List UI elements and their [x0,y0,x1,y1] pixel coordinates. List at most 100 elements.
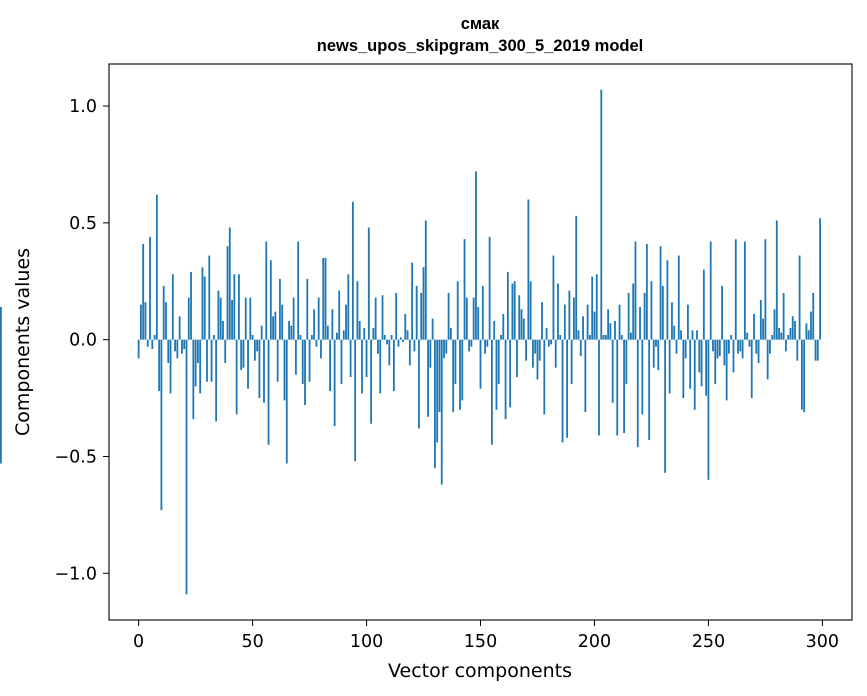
bar [794,320,796,340]
bar [643,292,646,340]
bar [577,330,580,340]
bar [714,339,717,385]
bar [753,313,755,340]
bar [470,339,473,347]
bar [351,201,354,340]
bar [488,236,491,340]
bar [691,330,694,340]
bar [310,334,313,340]
bar [370,339,373,424]
bar [773,309,776,340]
bar [192,339,195,420]
bar [575,215,578,340]
bar [181,339,183,354]
bar [190,271,192,340]
bar [632,283,635,340]
x-tick-label: 50 [241,632,263,652]
bar [497,339,500,385]
bar [509,339,512,408]
bar [231,299,233,340]
bar [306,278,309,340]
bar [607,309,610,340]
bar [187,297,190,340]
bar [557,283,559,340]
bar [588,334,591,340]
bar [618,304,621,340]
bar [251,334,254,340]
bar [614,320,616,340]
bar [349,339,352,378]
bar [365,339,368,378]
bar [552,255,555,340]
bar [584,339,587,413]
bar [741,339,744,359]
bar [616,339,619,436]
bar [812,292,815,340]
bar [256,339,259,352]
bar [803,339,806,413]
bar [522,318,525,340]
bar [297,241,300,340]
bar [459,339,461,410]
bar [639,306,641,340]
bar [242,339,245,368]
bar [671,302,673,340]
bar [534,339,537,354]
bar [623,339,625,434]
bar [547,339,550,347]
bar [472,297,475,340]
bar [210,339,213,382]
bar [167,339,170,364]
bar [397,339,400,347]
bar [698,339,701,373]
bar [673,325,676,340]
bar [771,334,774,340]
bar [652,339,655,368]
bar [559,334,562,340]
bar [281,304,284,340]
bar [263,339,265,403]
x-axis: 0 50 100 150 200 250 300 [133,620,839,652]
x-tick-label: 0 [133,632,144,652]
bar [374,297,377,340]
bar [677,255,680,340]
bar [240,339,243,371]
bar [675,339,678,354]
bar [440,339,443,485]
bar [299,334,302,340]
x-tick-label: 200 [578,632,611,652]
y-axis-label: Components values [12,248,34,436]
bar [664,339,667,473]
bar [326,325,329,340]
bar [819,218,821,340]
bar [486,339,489,347]
bar [696,330,698,340]
bar [778,327,780,340]
bar [650,281,653,340]
x-tick-label: 100 [350,632,383,652]
bar [208,255,211,340]
bar [566,339,569,438]
chart-subtitle: news_upos_skipgram_300_5_2019 model [317,37,644,55]
bar [739,339,742,352]
bar [748,339,751,347]
bar [347,274,350,340]
bar [249,297,252,340]
bar [151,339,154,349]
bar [429,339,432,368]
bar [381,295,384,340]
bar [411,262,414,340]
bar [759,299,762,340]
bar [140,304,142,340]
bar [178,316,181,340]
bar [634,241,637,340]
bar [805,323,808,340]
bar [336,332,338,340]
bar [219,297,222,340]
bar [276,339,279,382]
bar [415,285,418,340]
bar [372,327,375,340]
bar [422,267,425,340]
bar [171,274,174,340]
bar [520,309,523,340]
